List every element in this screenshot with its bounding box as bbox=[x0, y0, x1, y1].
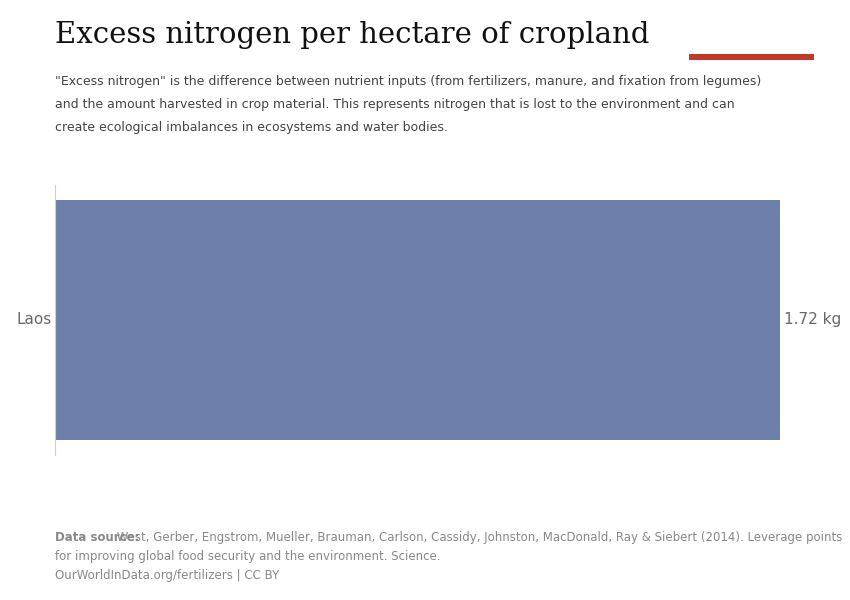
Text: "Excess nitrogen" is the difference between nutrient inputs (from fertilizers, m: "Excess nitrogen" is the difference betw… bbox=[55, 75, 762, 88]
Text: create ecological imbalances in ecosystems and water bodies.: create ecological imbalances in ecosyste… bbox=[55, 121, 448, 134]
Text: Data source:: Data source: bbox=[55, 531, 139, 544]
Text: Excess nitrogen per hectare of cropland: Excess nitrogen per hectare of cropland bbox=[55, 21, 649, 49]
Text: Our World
in Data: Our World in Data bbox=[718, 17, 785, 47]
Text: 1.72 kg: 1.72 kg bbox=[784, 312, 842, 328]
Bar bbox=[55, 200, 780, 440]
Text: West, Gerber, Engstrom, Mueller, Brauman, Carlson, Cassidy, Johnston, MacDonald,: West, Gerber, Engstrom, Mueller, Brauman… bbox=[113, 531, 842, 544]
Text: for improving global food security and the environment. Science.: for improving global food security and t… bbox=[55, 550, 441, 563]
Bar bbox=[688, 54, 814, 60]
Text: OurWorldInData.org/fertilizers | CC BY: OurWorldInData.org/fertilizers | CC BY bbox=[55, 569, 280, 582]
Text: Laos: Laos bbox=[16, 312, 52, 328]
Text: and the amount harvested in crop material. This represents nitrogen that is lost: and the amount harvested in crop materia… bbox=[55, 98, 735, 111]
